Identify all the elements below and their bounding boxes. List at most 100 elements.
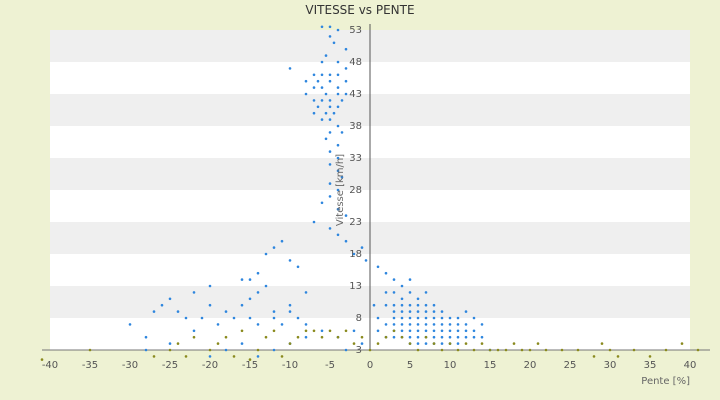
x-tick-label: -40: [42, 360, 58, 371]
scatter-point: [296, 265, 300, 269]
scatter-point: [328, 25, 332, 29]
scatter-point: [208, 348, 212, 352]
scatter-point: [200, 316, 204, 320]
scatter-point: [304, 291, 308, 294]
scatter-point: [344, 47, 348, 51]
scatter-point: [464, 342, 468, 345]
scatter-point: [424, 316, 428, 320]
scatter-point: [696, 348, 700, 352]
scatter-point: [328, 79, 332, 83]
scatter-point: [456, 323, 460, 326]
scatter-point: [168, 297, 172, 301]
scatter-point: [432, 323, 436, 326]
scatter-point: [340, 99, 344, 102]
scatter-point: [400, 323, 404, 326]
scatter-point: [272, 348, 276, 352]
x-tick-label: -5: [325, 360, 335, 371]
scatter-point: [328, 163, 332, 166]
scatter-point: [480, 323, 484, 326]
scatter-point: [432, 329, 436, 333]
x-tick-label: -25: [162, 360, 178, 371]
scatter-point: [232, 355, 236, 358]
scatter-point: [400, 284, 404, 288]
y-tick-label: 3: [356, 345, 362, 356]
scatter-point: [280, 323, 284, 326]
scatter-point: [224, 335, 228, 339]
scatter-point: [240, 278, 244, 281]
scatter-point: [416, 335, 420, 339]
y-tick-label: 18: [349, 249, 362, 260]
scatter-point: [256, 291, 260, 294]
scatter-point: [328, 105, 332, 109]
x-tick-label: -10: [282, 360, 298, 371]
y-axis-label: Vitesse [km/h]: [335, 154, 346, 226]
scatter-point: [344, 214, 348, 217]
scatter-point: [416, 316, 420, 320]
scatter-point: [352, 329, 356, 333]
scatter-point: [296, 335, 300, 339]
scatter-point: [448, 329, 452, 333]
scatter-point: [464, 329, 468, 333]
scatter-point: [408, 278, 412, 281]
scatter-point: [480, 335, 484, 339]
scatter-point: [336, 60, 340, 64]
scatter-point: [320, 335, 324, 339]
scatter-point: [264, 284, 268, 288]
scatter-point: [384, 291, 388, 294]
scatter-point: [328, 227, 332, 230]
scatter-point: [324, 137, 328, 141]
scatter-point: [528, 348, 532, 352]
scatter-point: [456, 342, 460, 345]
y-tick-label: 48: [349, 57, 362, 68]
scatter-point: [360, 342, 364, 345]
scatter-point: [360, 335, 364, 339]
x-tick-labels: -40 -35 -30 -25 -20 -15 -10 -5 0 5 10 15 20 25 30 35 40: [42, 360, 697, 371]
scatter-point: [368, 348, 372, 352]
scatter-point: [280, 239, 284, 243]
y-tick-label: 8: [356, 313, 362, 324]
y-tick-label: 53: [349, 25, 362, 36]
scatter-point: [440, 329, 444, 333]
scatter-point: [248, 297, 252, 301]
scatter-point: [392, 310, 396, 313]
scatter-point: [360, 246, 364, 249]
scatter-point: [408, 303, 412, 307]
scatter-point: [328, 35, 332, 38]
scatter-point: [392, 329, 396, 333]
scatter-point: [256, 348, 260, 352]
x-tick-label: 40: [684, 360, 697, 371]
scatter-point: [272, 246, 276, 249]
scatter-point: [256, 323, 260, 326]
scatter-point: [344, 67, 348, 70]
scatter-point: [424, 323, 428, 326]
scatter-point: [464, 323, 468, 326]
scatter-point: [440, 348, 444, 352]
scatter-point: [288, 342, 292, 345]
scatter-point: [312, 111, 316, 115]
scatter-point: [248, 278, 252, 281]
scatter-point: [448, 323, 452, 326]
scatter-point: [576, 348, 580, 352]
data-points: [40, 25, 700, 361]
scatter-point: [328, 195, 332, 198]
scatter-point: [648, 355, 652, 358]
scatter-point: [400, 335, 404, 339]
scatter-point: [336, 124, 340, 128]
scatter-point: [336, 233, 340, 237]
scatter-point: [328, 99, 332, 102]
scatter-point: [312, 86, 316, 89]
scatter-point: [216, 323, 220, 326]
scatter-point: [400, 310, 404, 313]
scatter-point: [392, 278, 396, 281]
scatter-point: [352, 342, 356, 345]
scatter-point: [376, 265, 380, 269]
scatter-point: [328, 150, 332, 153]
scatter-point: [304, 323, 308, 326]
scatter-point: [616, 355, 620, 358]
chart-title: VITESSE vs PENTE: [305, 3, 414, 17]
scatter-point: [264, 335, 268, 339]
scatter-point: [608, 348, 612, 352]
scatter-point: [480, 342, 484, 345]
scatter-point: [464, 335, 468, 339]
